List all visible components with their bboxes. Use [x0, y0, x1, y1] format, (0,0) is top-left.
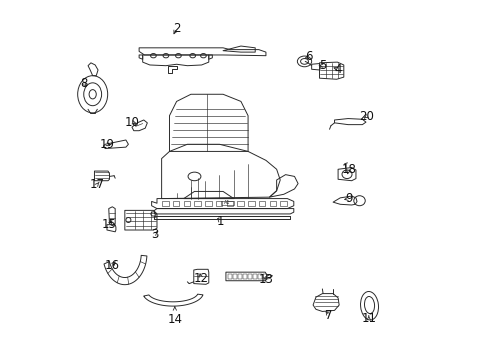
Bar — [216, 202, 222, 206]
Bar — [237, 202, 244, 206]
Bar — [233, 274, 236, 279]
Text: 6: 6 — [305, 50, 312, 63]
Bar — [269, 202, 275, 206]
Bar — [258, 274, 261, 279]
Text: 4: 4 — [333, 63, 341, 76]
Bar — [263, 274, 266, 279]
Text: 16: 16 — [104, 258, 120, 271]
Bar — [280, 202, 286, 206]
Bar — [247, 202, 254, 206]
Text: A1: A1 — [224, 201, 230, 205]
Bar — [205, 202, 211, 206]
Text: 5: 5 — [318, 59, 325, 72]
Bar — [243, 274, 246, 279]
Bar — [248, 274, 251, 279]
Text: 11: 11 — [361, 312, 376, 325]
Text: 18: 18 — [341, 163, 356, 176]
Text: 3: 3 — [150, 228, 158, 241]
Bar — [173, 202, 179, 206]
Text: 2: 2 — [173, 22, 180, 35]
Text: 19: 19 — [99, 138, 114, 151]
Text: 14: 14 — [167, 307, 182, 326]
Text: 13: 13 — [258, 273, 273, 286]
Bar — [226, 202, 233, 206]
Text: 7: 7 — [325, 309, 332, 322]
Bar — [238, 274, 241, 279]
Text: 12: 12 — [193, 272, 208, 285]
Text: 9: 9 — [344, 192, 352, 205]
Text: 1: 1 — [216, 215, 224, 228]
Bar — [162, 202, 168, 206]
Bar — [228, 274, 231, 279]
Bar — [183, 202, 190, 206]
Bar — [253, 274, 256, 279]
Text: 8: 8 — [80, 77, 87, 90]
Text: 15: 15 — [102, 218, 117, 231]
Text: 17: 17 — [90, 178, 104, 191]
Text: 10: 10 — [124, 116, 139, 129]
Bar — [194, 202, 201, 206]
Bar — [258, 202, 264, 206]
Text: 20: 20 — [359, 110, 373, 123]
Bar — [221, 201, 233, 205]
